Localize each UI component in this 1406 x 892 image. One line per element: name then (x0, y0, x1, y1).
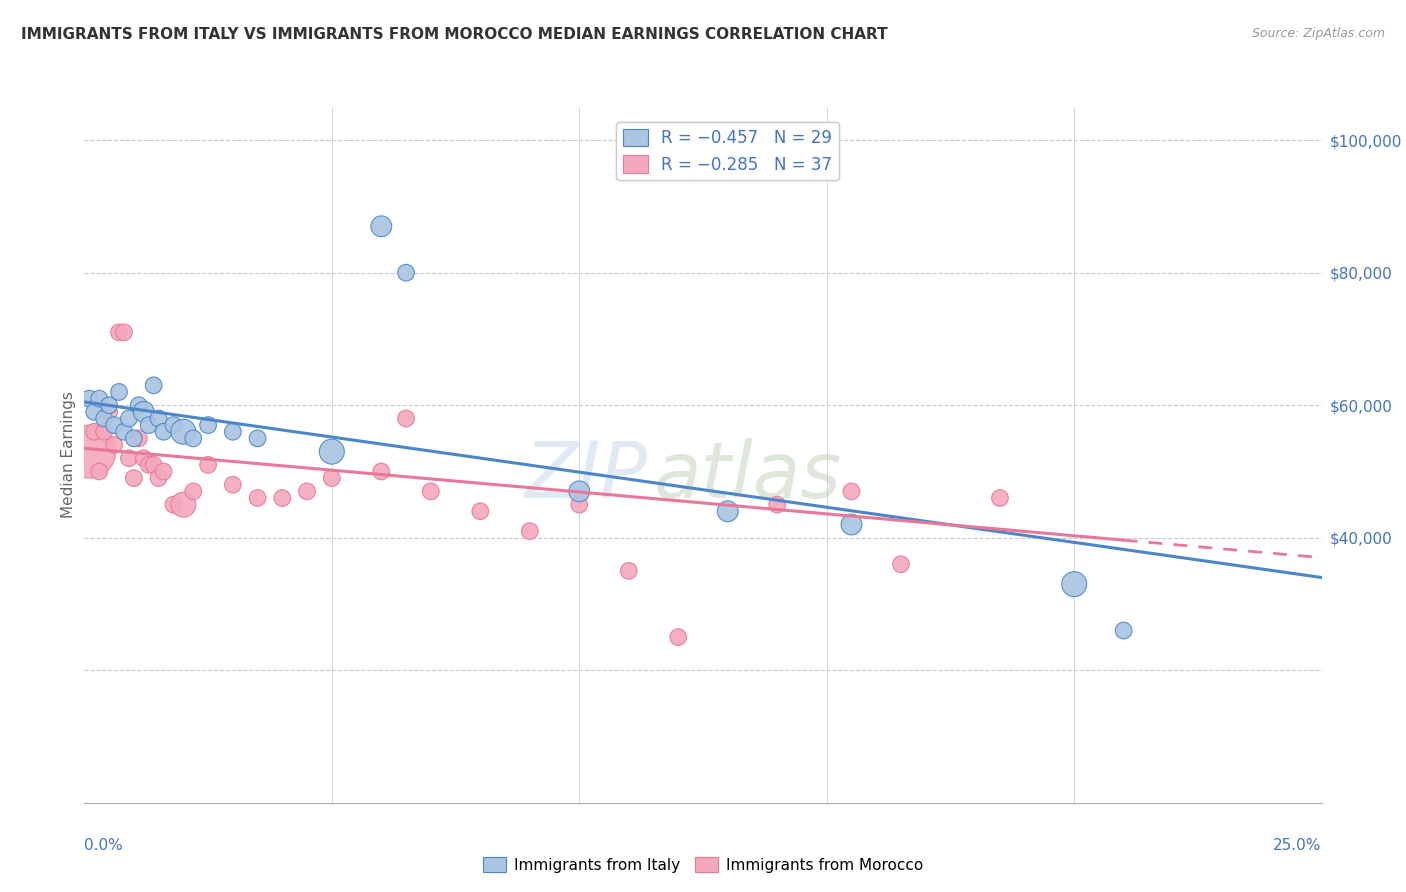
Point (395, 411, 418, 425)
Point (271, 491, 294, 505)
Point (370, 219, 392, 234)
Point (519, 524, 541, 538)
Point (172, 498, 194, 512)
Point (112, 425, 135, 439)
Legend: R = −0.457   N = 29, R = −0.285   N = 37: R = −0.457 N = 29, R = −0.285 N = 37 (616, 122, 839, 180)
Point (890, 558, 912, 572)
Point (128, 431, 150, 445)
Point (152, 425, 174, 439)
Point (295, 484, 318, 499)
Text: atlas: atlas (654, 438, 841, 514)
Point (142, 378, 165, 392)
Point (108, 384, 131, 399)
Point (568, 484, 591, 499)
Point (370, 465, 392, 479)
Point (152, 465, 174, 479)
Point (138, 458, 160, 472)
Point (132, 451, 155, 466)
Point (1063, 577, 1085, 591)
Point (321, 444, 343, 458)
Point (666, 630, 689, 644)
Text: Source: ZipAtlas.com: Source: ZipAtlas.com (1251, 27, 1385, 40)
Text: 0.0%: 0.0% (84, 838, 124, 853)
Point (1112, 624, 1135, 638)
Point (93, 425, 115, 439)
Point (988, 491, 1011, 505)
Point (181, 484, 204, 499)
Point (79, 392, 101, 406)
Point (617, 564, 640, 578)
Point (197, 418, 219, 433)
Text: 25.0%: 25.0% (1274, 838, 1322, 853)
Point (841, 484, 863, 499)
Point (142, 458, 165, 472)
Point (568, 498, 591, 512)
Point (98, 398, 121, 412)
Point (419, 484, 441, 499)
Point (103, 438, 125, 452)
Point (108, 326, 131, 340)
Point (128, 398, 150, 412)
Point (93, 411, 115, 425)
Text: ZIP: ZIP (524, 438, 647, 514)
Point (118, 411, 141, 425)
Point (118, 451, 141, 466)
Point (246, 491, 269, 505)
Point (83, 405, 105, 419)
Point (181, 431, 204, 445)
Point (98, 405, 121, 419)
Text: IMMIGRANTS FROM ITALY VS IMMIGRANTS FROM MOROCCO MEDIAN EARNINGS CORRELATION CHA: IMMIGRANTS FROM ITALY VS IMMIGRANTS FROM… (21, 27, 887, 42)
Point (89, 465, 111, 479)
Point (148, 471, 170, 485)
Point (122, 431, 145, 445)
Point (148, 411, 170, 425)
Point (197, 458, 219, 472)
Point (83, 425, 105, 439)
Point (89, 392, 111, 406)
Point (246, 431, 269, 445)
Point (470, 504, 492, 518)
Point (132, 405, 155, 419)
Point (103, 418, 125, 433)
Point (162, 418, 184, 433)
Y-axis label: Median Earnings: Median Earnings (60, 392, 76, 518)
Point (138, 418, 160, 433)
Point (112, 326, 135, 340)
Point (321, 471, 343, 485)
Point (717, 504, 740, 518)
Point (162, 498, 184, 512)
Point (222, 477, 245, 491)
Point (766, 498, 789, 512)
Point (222, 425, 245, 439)
Point (841, 517, 863, 532)
Point (172, 425, 194, 439)
Point (79, 444, 101, 458)
Point (122, 471, 145, 485)
Point (395, 266, 418, 280)
